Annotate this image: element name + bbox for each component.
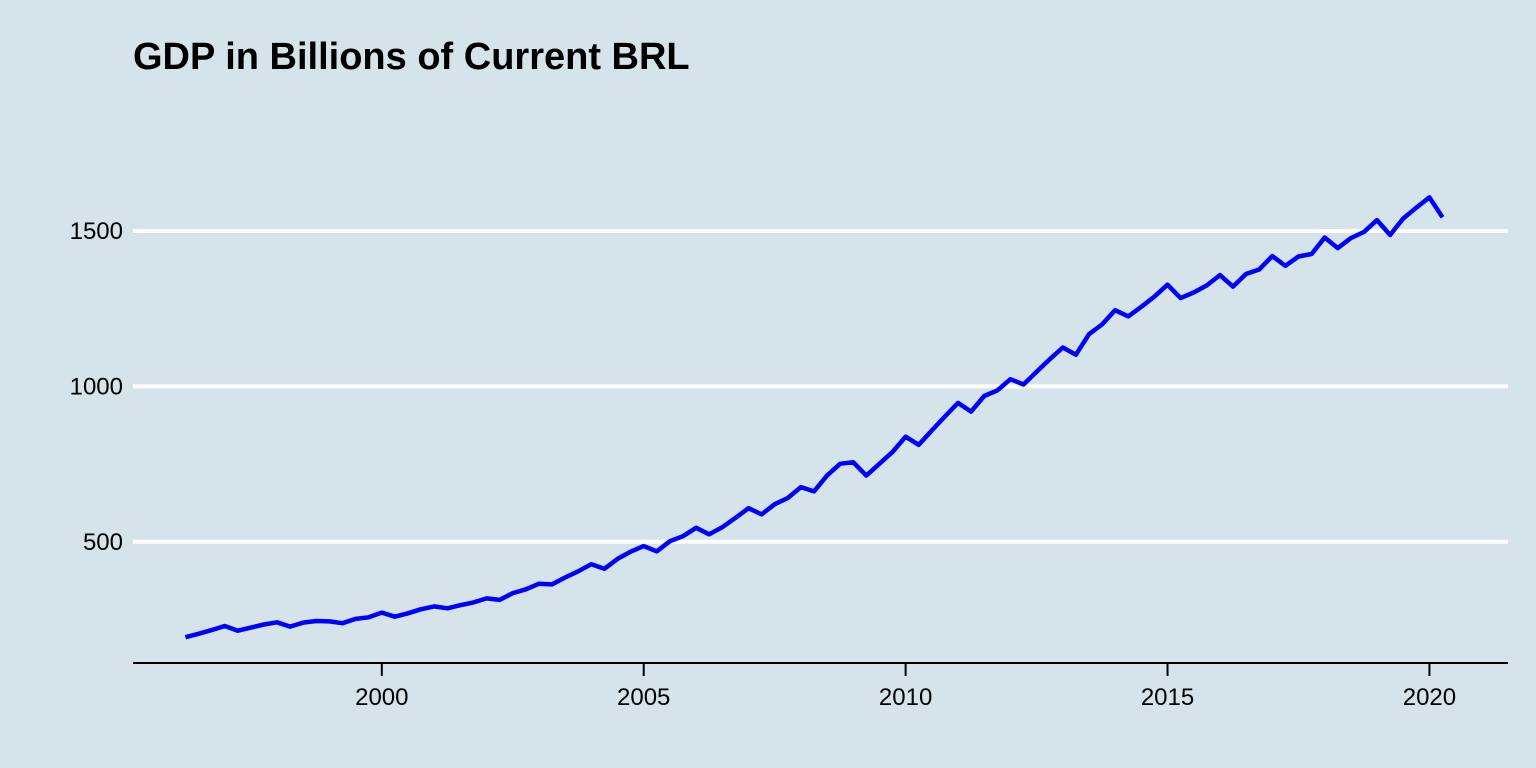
y-tick-label: 1500 (70, 218, 123, 245)
gdp-series-line (184, 195, 1445, 640)
x-tick-label: 2020 (1403, 684, 1456, 711)
x-tick-label: 2005 (617, 684, 670, 711)
series-layer (184, 195, 1445, 640)
y-axis-labels: 500 1000 1500 (70, 218, 123, 556)
x-tick-label: 2010 (879, 684, 932, 711)
gridlines (133, 228, 1508, 544)
x-tick-label: 2015 (1141, 684, 1194, 711)
x-tick-label: 2000 (355, 684, 408, 711)
x-axis: 2000 2005 2010 2015 2020 (133, 662, 1508, 711)
chart-title: GDP in Billions of Current BRL (133, 36, 690, 78)
y-tick-label: 500 (83, 529, 123, 556)
y-tick-label: 1000 (70, 373, 123, 400)
